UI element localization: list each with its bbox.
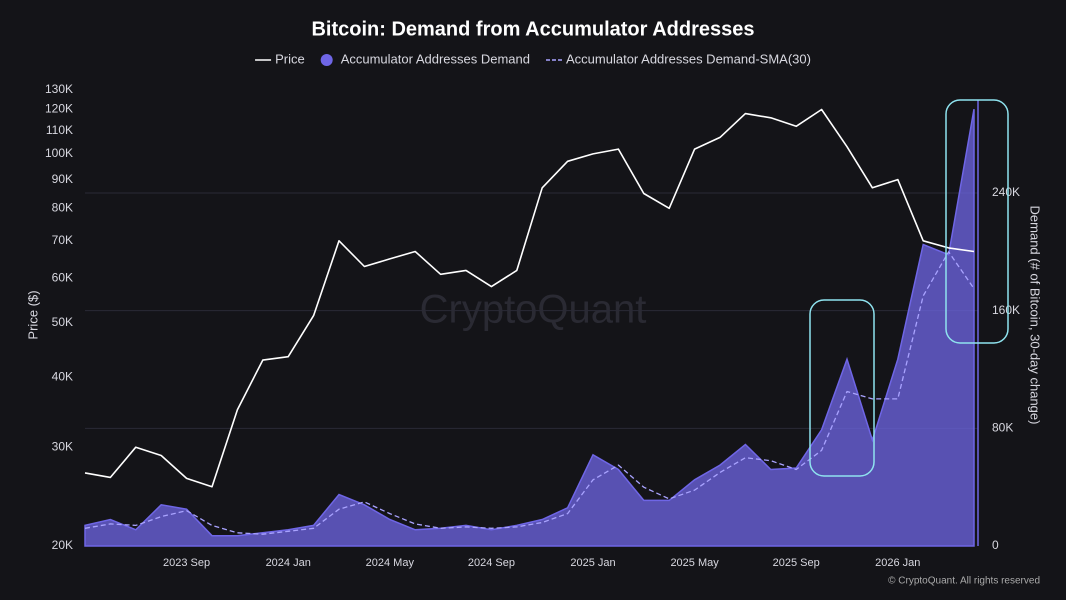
y-tick-label: 20K [52, 538, 73, 552]
y2-tick-label: 80K [992, 420, 1013, 434]
sma-line [84, 251, 975, 535]
y2-axis-label: Demand (# of Bitcoin, 30-day change) [1028, 206, 1043, 425]
chart-title: Bitcoin: Demand from Accumulator Address… [311, 18, 754, 40]
watermark: CryptoQuant [420, 288, 647, 332]
x-tick-label: 2025 Jan [570, 557, 615, 569]
y-tick-label: 30K [52, 439, 73, 453]
x-tick-label: 2024 May [366, 557, 415, 569]
legend-swatch [320, 54, 333, 66]
y-tick-label: 40K [52, 369, 73, 383]
y-tick-label: 80K [52, 200, 73, 214]
y2-tick-label: 0 [992, 538, 999, 552]
plot: 20K 30K 40K 50K 60K 70K 80K 90K 100K 110K 120K 130K… [45, 82, 1020, 569]
x-tick-label: 2024 Sep [468, 557, 515, 569]
x-tick-label: 2024 Jan [266, 557, 311, 569]
x-tick-label: 2025 Sep [773, 557, 820, 569]
legend-label: Price [275, 51, 305, 66]
legend-item: Price [255, 51, 305, 66]
legend-label: Accumulator Addresses Demand [341, 51, 530, 66]
y-axis-label: Price ($) [25, 290, 40, 339]
highlight-box [945, 99, 1009, 344]
price-line [84, 108, 975, 488]
y-tick-label: 110K [46, 123, 73, 137]
y-tick-label: 120K [45, 102, 73, 116]
highlight-box [809, 299, 875, 477]
y-tick-label: 60K [52, 271, 73, 285]
x-tick-label: 2026 Jan [875, 557, 920, 569]
x-tick-label: 2025 May [670, 557, 719, 569]
x-tick-label: 2023 Sep [163, 557, 210, 569]
legend: Price Accumulator Addresses Demand Accumul… [255, 51, 811, 66]
legend-item: Accumulator Addresses Demand-SMA(30) [546, 51, 811, 66]
y-tick-label: 100K [45, 146, 73, 160]
y-tick-label: 130K [45, 82, 73, 96]
y2-tick-label: 160K [992, 303, 1020, 317]
credit: © CryptoQuant. All rights reserved [888, 576, 1040, 587]
legend-item: Accumulator Addresses Demand [320, 51, 530, 66]
y-tick-label: 70K [52, 233, 73, 247]
y-tick-label: 50K [52, 315, 73, 329]
y2-tick-label: 240K [992, 185, 1020, 199]
y-tick-label: 90K [52, 172, 73, 186]
legend-label: Accumulator Addresses Demand-SMA(30) [566, 51, 811, 66]
demand-area [84, 108, 975, 547]
